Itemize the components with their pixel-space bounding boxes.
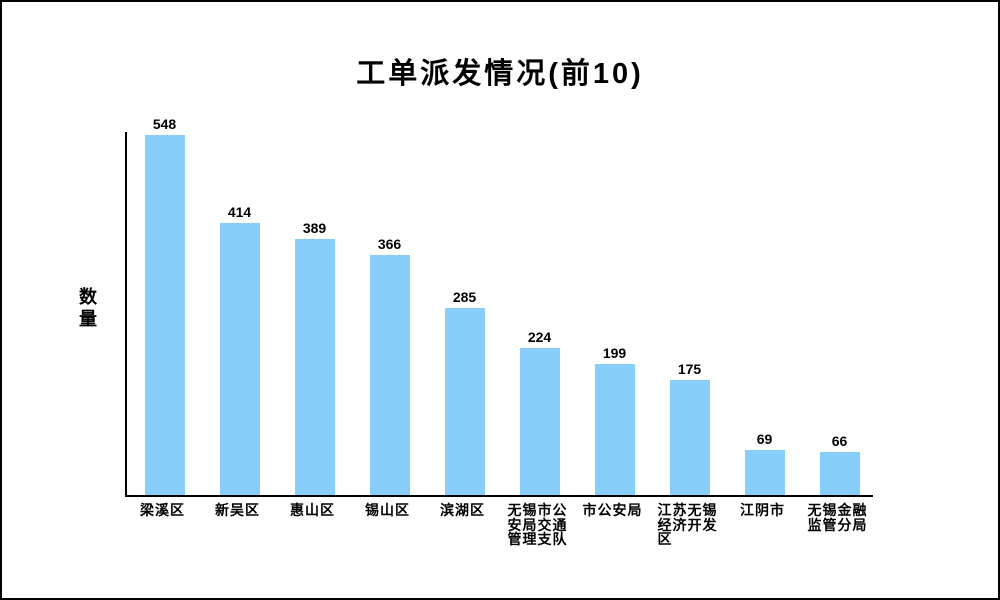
bar — [744, 450, 785, 495]
bar-value-label: 414 — [227, 204, 252, 220]
bar-value-label: 69 — [756, 431, 773, 447]
bar — [444, 308, 485, 495]
bar-value-label: 224 — [527, 329, 552, 345]
bar — [219, 223, 260, 495]
bar — [819, 452, 860, 495]
bar — [669, 380, 710, 495]
bar — [369, 255, 410, 495]
bar-value-label: 548 — [152, 116, 177, 132]
bar — [594, 364, 635, 495]
chart-title: 工单派发情况(前10) — [356, 58, 644, 90]
x-axis-labels: 梁溪区 新吴区 惠山区 锡山区 滨湖区 无锡市公 安局交通 管理支队 市公安局 江苏无锡 经济… — [125, 503, 873, 573]
y-axis-label: 数量 — [79, 287, 97, 329]
bar — [294, 239, 335, 495]
x-category-label: 惠山区 — [290, 502, 335, 518]
bar-value-label: 366 — [377, 236, 402, 252]
x-category-label: 江苏无锡 经济开发 区 — [657, 502, 718, 547]
bar-value-label: 175 — [677, 361, 702, 377]
bar — [519, 348, 560, 495]
bar-value-label: 66 — [831, 433, 848, 449]
x-category-label: 锡山区 — [365, 502, 410, 518]
x-category-label: 江阴市 — [740, 502, 785, 518]
x-category-label: 梁溪区 — [140, 502, 185, 518]
x-category-label: 无锡金融 监管分局 — [807, 502, 868, 533]
bar-value-label: 285 — [452, 289, 477, 305]
bar-value-label: 389 — [302, 220, 327, 236]
bar — [144, 135, 185, 495]
x-category-label: 新吴区 — [215, 502, 260, 518]
x-category-label: 无锡市公 安局交通 管理支队 — [507, 502, 568, 547]
bar-value-label: 199 — [602, 345, 627, 361]
x-category-label: 市公安局 — [582, 502, 643, 518]
plot-area: 548 414 389 366 285 224 199 175 69 66 — [125, 116, 873, 497]
x-category-label: 滨湖区 — [440, 502, 485, 518]
